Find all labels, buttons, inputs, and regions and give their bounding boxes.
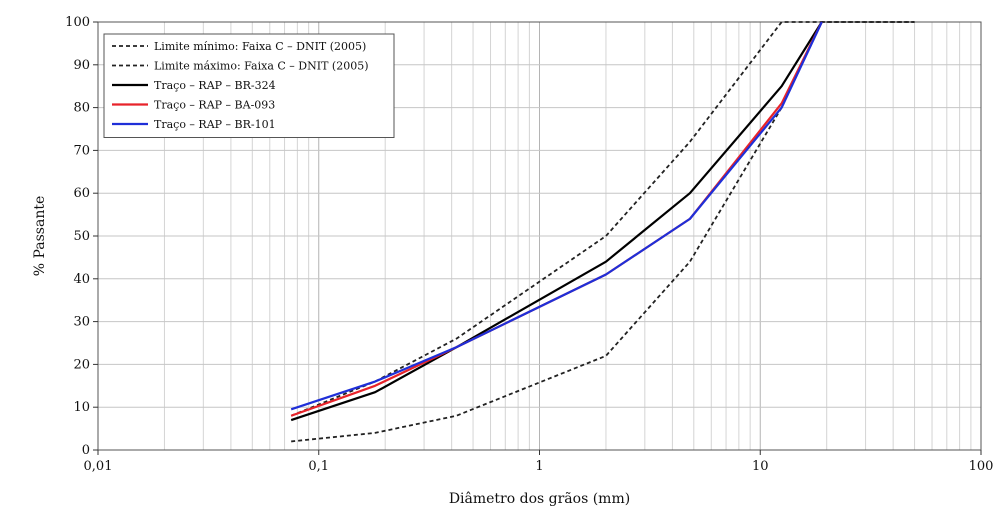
legend-box [103, 33, 395, 138]
y-tick-label: 40 [73, 272, 90, 287]
series-line-2 [290, 21, 915, 417]
y-tick-label: 100 [65, 15, 90, 30]
x-tick-label: 100 [969, 459, 994, 474]
x-tick-label: 1 [535, 459, 543, 474]
y-tick-label: 90 [73, 58, 90, 73]
y-axis-ticks: 0 10 20 30 40 50 60 70 80 90 100 [65, 15, 98, 458]
series-line-5 [290, 21, 823, 411]
legend-entry: Traço – RAP – BR-324 [154, 79, 276, 92]
x-axis-ticks: 0,01 0,1 1 10 100 [84, 450, 994, 474]
y-tick-label: 70 [73, 143, 90, 158]
legend-entry: Traço – RAP – BA-093 [154, 99, 275, 112]
legend: Limite mínimo: Faixa C – DNIT (2005) Limi… [103, 33, 395, 138]
legend-entry: Limite máximo: Faixa C – DNIT (2005) [154, 60, 369, 73]
y-tick-label: 60 [73, 186, 90, 201]
x-tick-label: 0,1 [308, 459, 329, 474]
y-tick-label: 80 [73, 101, 90, 116]
y-tick-label: 30 [73, 315, 90, 330]
series-line-1 [291, 21, 915, 443]
series-line-3 [290, 21, 823, 422]
x-tick-label: 10 [752, 459, 769, 474]
y-tick-label: 20 [73, 357, 90, 372]
y-tick-label: 50 [73, 229, 90, 244]
y-tick-label: 0 [82, 443, 90, 458]
y-axis-title: % Passante [32, 196, 48, 277]
x-axis-title: Diâmetro dos grãos (mm) [449, 491, 630, 507]
legend-entry: Limite mínimo: Faixa C – DNIT (2005) [154, 40, 366, 53]
series-lines [290, 21, 915, 443]
y-tick-label: 10 [73, 400, 90, 415]
legend-entry: Traço – RAP – BR-101 [154, 118, 276, 131]
x-tick-label: 0,01 [84, 459, 113, 474]
